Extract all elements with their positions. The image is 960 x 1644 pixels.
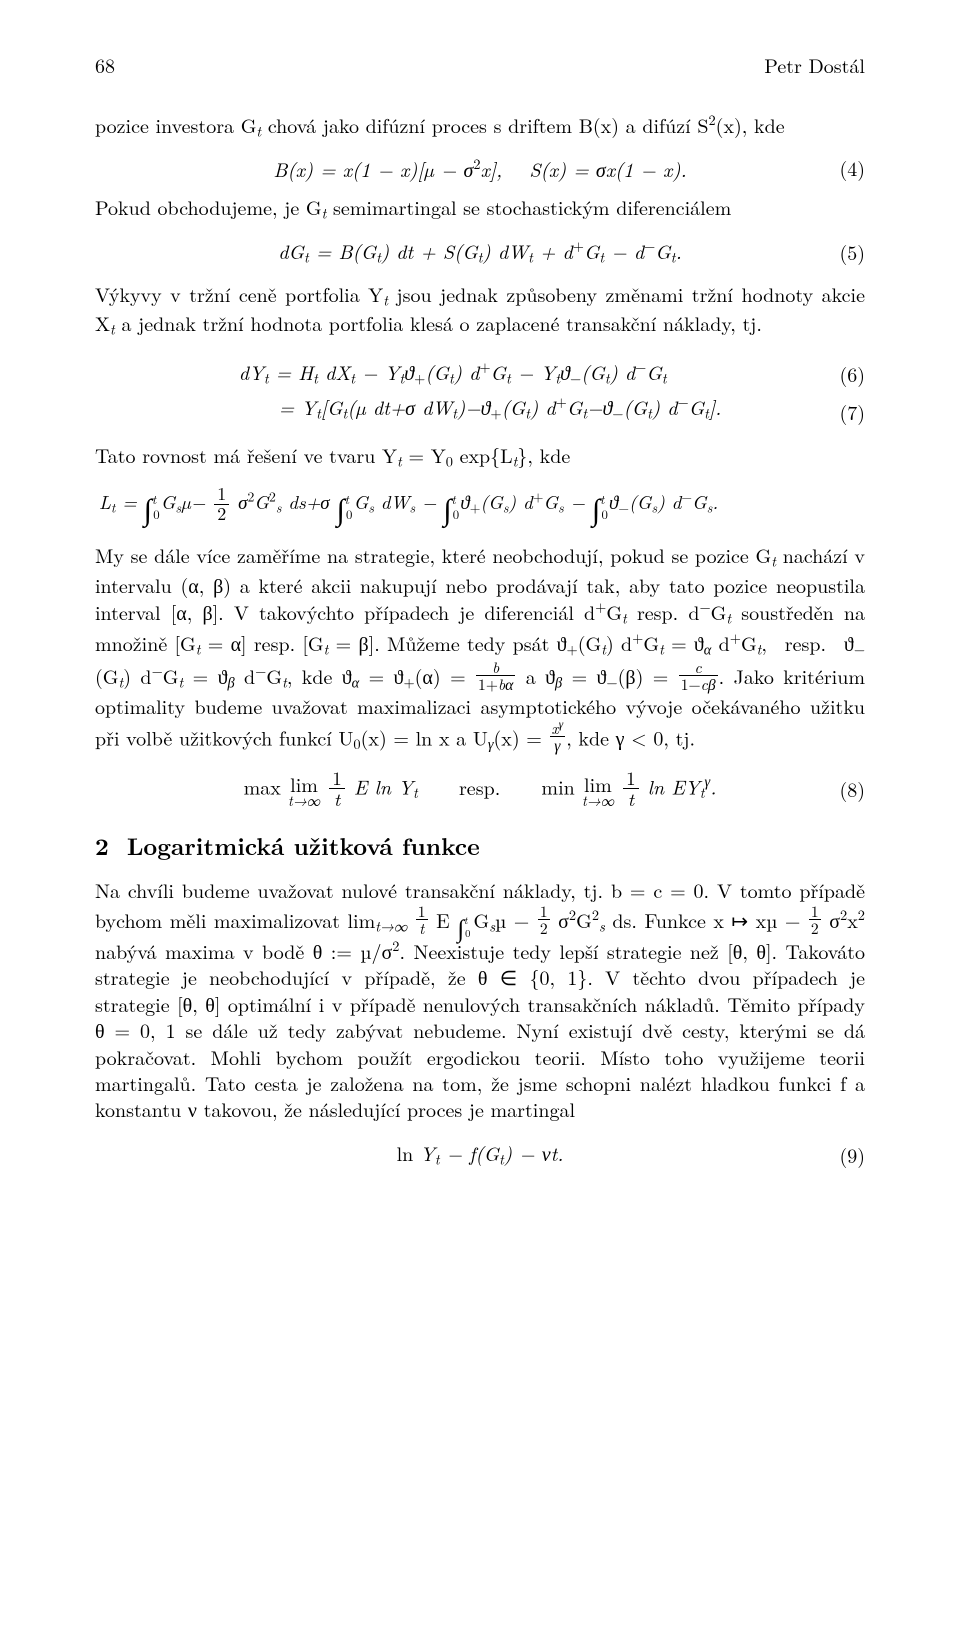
- page-number: 68: [95, 50, 115, 79]
- equation-Lt: Lt = ∫0t Gsµ− 12 σ2G2s ds+σ ∫0t Gs dWs −…: [95, 485, 865, 524]
- paragraph-4: Tato rovnost má řešení ve tvaru Yt = Y0 …: [95, 442, 865, 472]
- author-name: Petr Dostál: [764, 50, 865, 79]
- paragraph-3: Výkyvy v tržní ceně portfolia Yt jsou je…: [95, 281, 865, 340]
- paragraph-1: pozice investora Gt chová jako difúzní p…: [95, 111, 865, 142]
- equation-8: max limt→∞ 1t E ln Yt resp. min limt→∞ 1…: [95, 768, 865, 809]
- equation-9: ln Yt − f(Gt) − νt. (9): [95, 1141, 865, 1169]
- section-heading: 2Logaritmická užitková funkce: [95, 829, 865, 863]
- paragraph-6: Na chvíli budeme uvažovat nulové transak…: [95, 877, 865, 1123]
- equation-6-7: dYt = Ht dXt − Ytϑ+(Gt) d+Gt − Ytϑ−(Gt) …: [95, 356, 865, 426]
- equation-5: dGt = B(Gt) dt + S(Gt) dWt + d+Gt − d−Gt…: [95, 238, 865, 267]
- paragraph-5: My se dále více zaměříme na strategie, k…: [95, 542, 865, 754]
- equation-4: B(x) = x(1 − x)[µ − σ2x], S(x) = σx(1 − …: [95, 156, 865, 181]
- paragraph-2: Pokud obchodujeme, je Gt semimartingal s…: [95, 194, 865, 224]
